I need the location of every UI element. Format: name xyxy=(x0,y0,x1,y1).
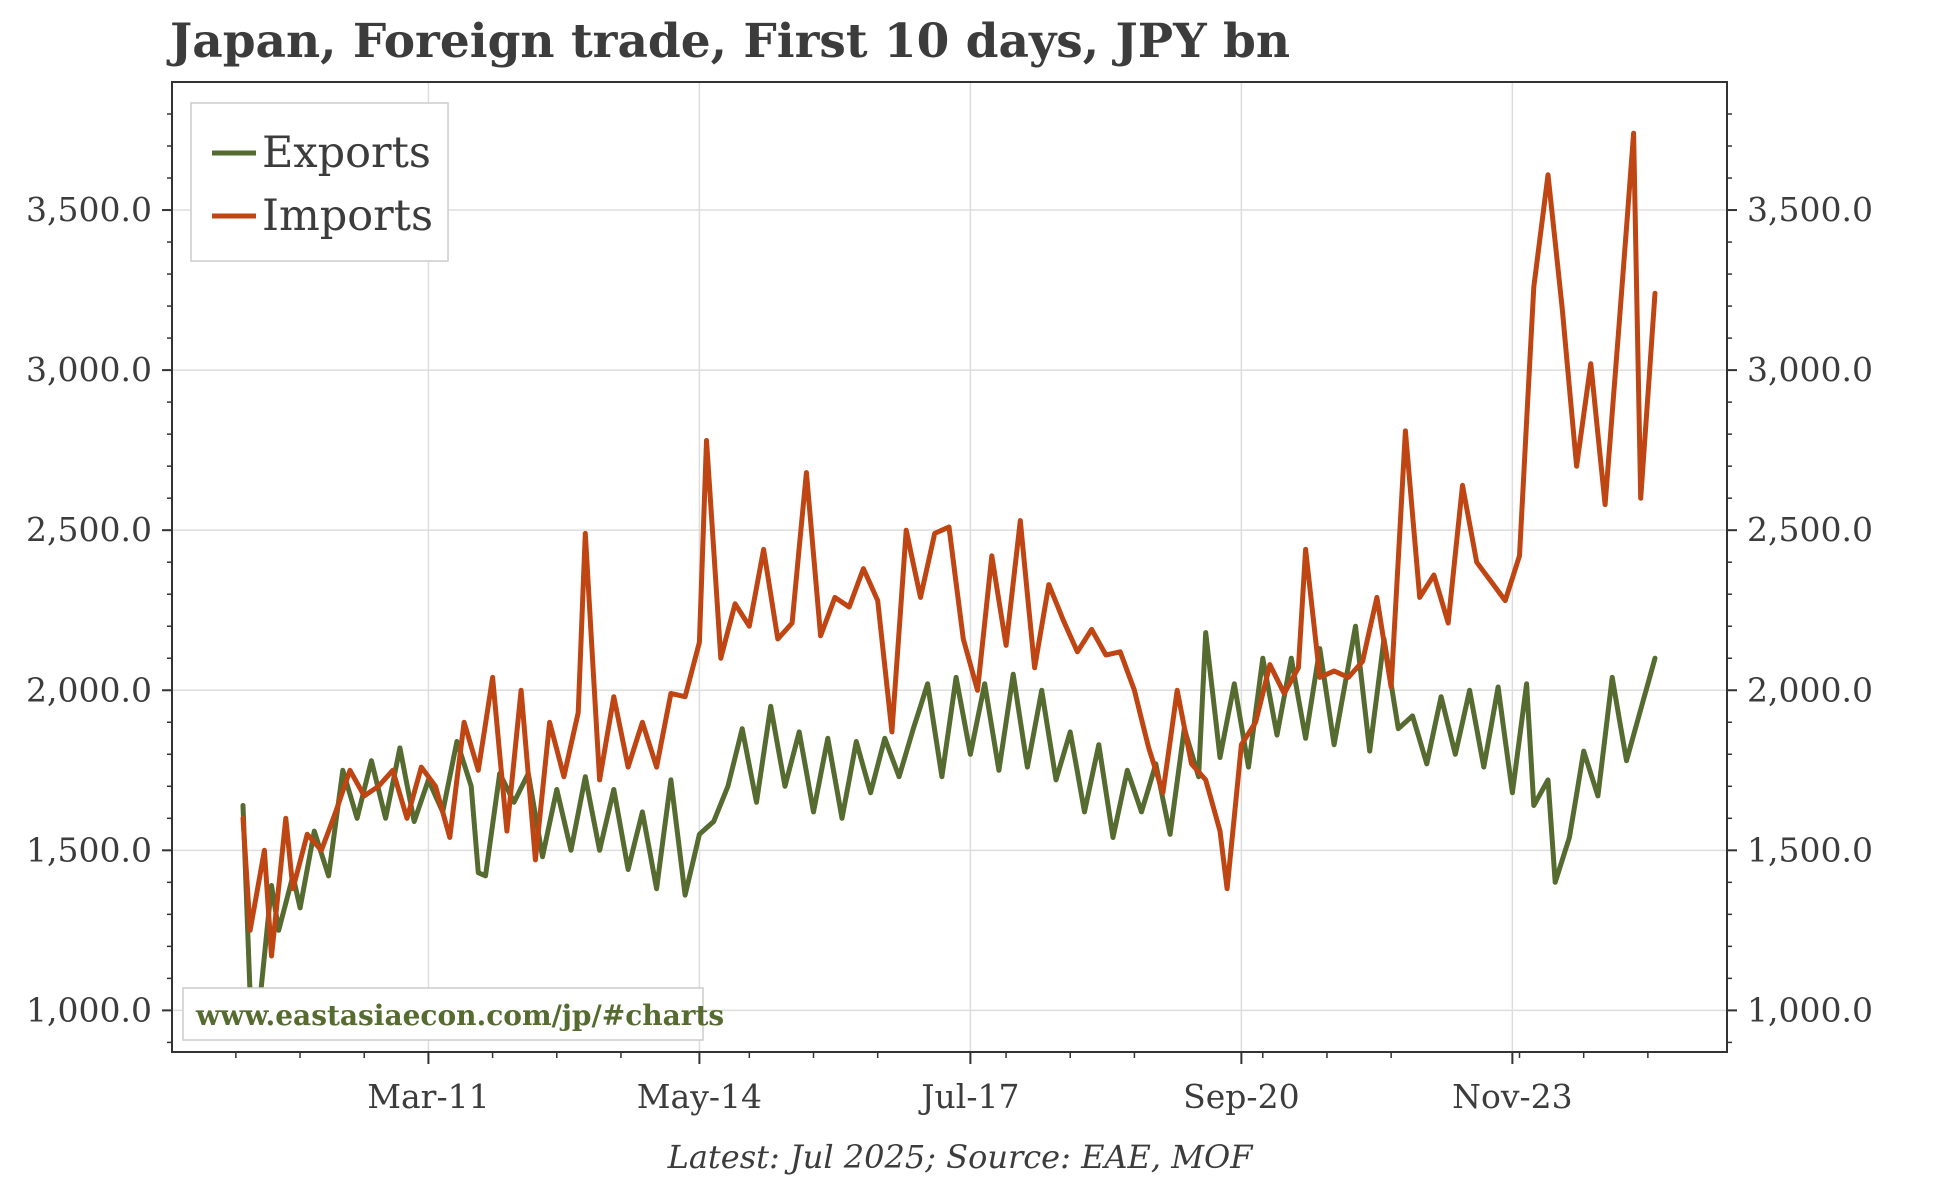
y-tick-label-left: 1,500.0 xyxy=(26,830,152,869)
x-axis-labels: Mar-11 May-14 Jul-17 Sep-20 Nov-23 xyxy=(367,1077,1572,1116)
series-line-exports xyxy=(240,623,1658,1029)
y-tick-label-left: 1,000.0 xyxy=(26,990,152,1029)
y-tick-label-right: 1,500.0 xyxy=(1747,830,1873,869)
plot-frame xyxy=(171,81,1728,1053)
legend: Exports Imports xyxy=(190,102,449,262)
x-tick-label: Jul-17 xyxy=(918,1077,1019,1116)
series-line-imports xyxy=(240,130,1658,959)
source-note: Latest: Jul 2025; Source: EAE, MOF xyxy=(667,1138,1255,1176)
y-tick-label-left: 3,500.0 xyxy=(26,190,152,229)
x-tick-label: Sep-20 xyxy=(1183,1077,1299,1116)
grid-lines xyxy=(172,82,1727,1052)
y-axis-left-labels: 1,000.0 1,500.0 2,000.0 2,500.0 3,000.0 3,500… xyxy=(26,190,152,1029)
watermark-box xyxy=(182,987,704,1041)
x-tick-label: Mar-11 xyxy=(367,1077,489,1116)
x-tick-label: Nov-23 xyxy=(1452,1077,1573,1116)
legend-label-imports: Imports xyxy=(262,191,433,241)
legend-label-exports: Exports xyxy=(262,128,431,178)
y-tick-label-left: 2,000.0 xyxy=(26,670,152,709)
legend-box xyxy=(190,102,449,262)
y-tick-label-right: 3,500.0 xyxy=(1747,190,1873,229)
y-tick-label-right: 3,000.0 xyxy=(1747,350,1873,389)
y-tick-label-right: 1,000.0 xyxy=(1747,990,1873,1029)
x-tick-label: May-14 xyxy=(637,1077,762,1116)
chart-title: Japan, Foreign trade, First 10 days, JPY… xyxy=(170,14,1291,69)
y-tick-label-left: 2,500.0 xyxy=(26,510,152,549)
y-tick-label-right: 2,000.0 xyxy=(1747,670,1873,709)
y-tick-label-left: 3,000.0 xyxy=(26,350,152,389)
series-lines xyxy=(240,130,1658,1029)
y-axis-right-labels: 1,000.0 1,500.0 2,000.0 2,500.0 3,000.0 3,500… xyxy=(1747,190,1873,1029)
watermark: www.eastasiaecon.com/jp/#charts xyxy=(182,987,724,1041)
watermark-url: www.eastasiaecon.com/jp/#charts xyxy=(195,999,724,1032)
y-tick-label-right: 2,500.0 xyxy=(1747,510,1873,549)
